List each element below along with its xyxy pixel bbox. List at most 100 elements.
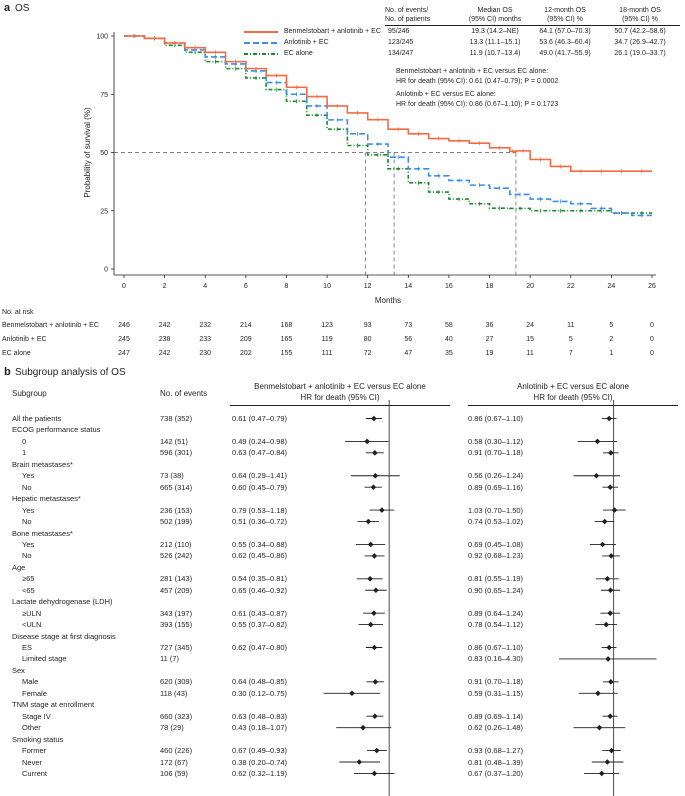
stats-header-18m-l1: 18-month OS	[619, 7, 661, 14]
stats-header-rule	[385, 25, 680, 26]
forest-row-label-11: Bone metastases*	[12, 528, 73, 538]
forest-row-events-9: 236 (153)	[160, 505, 193, 515]
forest-right-point-15	[604, 576, 611, 582]
forest-left-point-15	[367, 576, 373, 582]
forest-row-label-4: 1	[22, 448, 27, 458]
km-y-axis-label: Probability of survival (%)	[83, 107, 92, 198]
risk-value-2-26: 0	[650, 336, 654, 343]
forest-row-label-7: No	[22, 482, 32, 492]
km-x-tick-label-0: 0	[122, 283, 126, 290]
forest-row-right-hr-32: 0.67 (0.37–1.20)	[468, 768, 524, 778]
forest-row-label-29: Smoking status	[12, 734, 64, 744]
forest-row-label-12: Yes	[22, 539, 35, 549]
forest-right-point-18	[607, 610, 613, 616]
forest-row-events-16: 457 (209)	[160, 585, 193, 595]
forest-left-point-3	[364, 438, 370, 445]
forest-header-events: No. of events	[160, 389, 208, 398]
forest-right-header-rule	[468, 405, 678, 406]
forest-header-left-title-2: HR for death (95% CI)	[300, 393, 380, 402]
forest-right-point-28	[596, 724, 603, 731]
forest-row-right-hr-31: 0.81 (0.48–1.39)	[468, 757, 524, 767]
forest-row-left-hr-24: 0.64 (0.48–0.85)	[232, 677, 288, 687]
km-y-tick-label-50: 50	[100, 150, 108, 157]
forest-row-left-hr-21: 0.62 (0.47–0.80)	[232, 643, 288, 652]
forest-row-label-32: Current	[22, 768, 48, 778]
forest-right-point-21	[606, 644, 612, 651]
km-y-tick-label-0: 0	[104, 267, 108, 274]
km-x-tick-label-26: 26	[648, 283, 656, 290]
risk-value-1-16: 58	[445, 322, 453, 329]
forest-row-right-hr-22: 0.83 (0.16–4.30)	[468, 654, 524, 664]
forest-right-point-9	[611, 507, 618, 513]
forest-row-events-28: 78 (29)	[160, 723, 184, 733]
forest-row-events-32: 106 (59)	[160, 768, 188, 778]
forest-plot: 0.100.250.501.002.004.000.100.250.501.00…	[314, 400, 659, 796]
risk-table-title: No. at risk	[2, 309, 34, 316]
stats-header-12m: 12-month OS (95% CI) %	[530, 6, 600, 24]
hr-note-1-line2: HR for death (95% CI): 0.61 (0.47–0.79);…	[396, 78, 559, 85]
risk-value-1-14: 73	[404, 322, 413, 329]
forest-row-right-hr-28: 0.62 (0.26–1.48)	[468, 723, 524, 733]
forest-row-left-hr-28: 0.43 (0.18–1.07)	[232, 723, 288, 733]
km-curve-1	[124, 35, 652, 172]
risk-value-3-26: 0	[650, 350, 654, 357]
forest-left-point-12	[367, 541, 374, 548]
forest-row-left-hr-10: 0.51 (0.36–0.72)	[232, 517, 288, 527]
forest-right-point-24	[608, 679, 614, 685]
forest-row-events-7: 665 (314)	[160, 482, 193, 492]
stats-header-events: No. of events/ No. of patients	[385, 6, 465, 24]
forest-row-label-26: TNM stage at enrollment	[12, 700, 95, 710]
stats-events-3: 134/247	[388, 50, 414, 57]
forest-left-point-10	[365, 518, 372, 525]
hr-note-2-line2: HR for death (95% CI): 0.86 (0.67–1.10);…	[396, 101, 559, 108]
stats-header-12m-l2: (95% CI) %	[547, 16, 583, 23]
risk-value-2-22: 5	[568, 336, 573, 343]
forest-row-events-31: 172 (67)	[160, 757, 188, 767]
forest-row-left-hr-25: 0.30 (0.12–0.75)	[232, 688, 288, 698]
forest-row-events-15: 281 (143)	[160, 574, 193, 584]
forest-row-label-5: Brain metastases*	[12, 459, 73, 469]
km-x-tick-label-12: 12	[364, 283, 372, 290]
forest-row-label-17: Lactate dehydrogenase (LDH)	[12, 597, 113, 607]
km-x-tick-label-4: 4	[203, 283, 207, 290]
forest-row-label-24: Male	[22, 677, 39, 687]
risk-value-3-4: 230	[199, 350, 212, 357]
risk-value-2-16: 40	[445, 336, 453, 343]
forest-row-label-30: Former	[22, 746, 47, 756]
forest-left-point-30	[373, 747, 380, 754]
risk-value-2-10: 119	[321, 336, 333, 343]
forest-left-point-9	[379, 507, 385, 513]
forest-row-right-hr-9: 1.03 (0.70–1.50)	[468, 505, 524, 515]
risk-value-1-22: 11	[567, 322, 575, 329]
legend-label-2: Anlotinib + EC	[284, 39, 329, 46]
km-y-tick-label-100: 100	[96, 34, 108, 41]
stats-18m-2: 34.7 (26.9–42.7)	[614, 39, 666, 46]
stats-median-3: 11.9 (10.7–13.4)	[469, 50, 521, 57]
forest-row-right-hr-6: 0.56 (0.26–1.24)	[468, 471, 524, 481]
risk-value-3-6: 202	[240, 350, 252, 357]
risk-value-1-2: 242	[158, 322, 171, 329]
hr-note-1-line1: Benmelstobart + anlotinib + EC versus EC…	[396, 68, 549, 75]
forest-row-events-21: 727 (345)	[160, 643, 193, 652]
risk-value-3-24: 1	[609, 350, 614, 357]
forest-row-left-hr-16: 0.65 (0.46–0.92)	[232, 585, 288, 595]
panel-a-title: OS	[15, 3, 30, 14]
forest-left-point-6	[372, 472, 379, 479]
km-x-tick-label-14: 14	[404, 283, 412, 290]
stats-header-18m: 18-month OS (95% CI) %	[600, 6, 680, 24]
forest-right-point-6	[593, 472, 600, 479]
forest-row-right-hr-10: 0.74 (0.53–1.02)	[468, 517, 524, 527]
forest-row-label-9: Yes	[22, 505, 35, 515]
forest-header-left-title-1: Benmelstobart + anlotinib + EC versus EC…	[254, 382, 426, 391]
forest-row-label-27: Stage IV	[22, 711, 51, 721]
legend-label-3: EC alone	[284, 50, 313, 57]
forest-row-label-28: Other	[22, 723, 41, 733]
forest-right-point-10	[601, 518, 608, 525]
risk-row-label-2: Anlotinib + EC	[2, 336, 47, 343]
forest-row-events-12: 212 (110)	[160, 539, 192, 549]
forest-row-label-6: Yes	[22, 471, 35, 481]
forest-row-left-hr-27: 0.63 (0.48–0.83)	[232, 711, 288, 721]
risk-value-1-10: 123	[321, 322, 333, 329]
forest-row-label-19: <ULN	[22, 620, 42, 630]
stats-12m-3: 49.0 (41.7–55.9)	[539, 50, 591, 57]
